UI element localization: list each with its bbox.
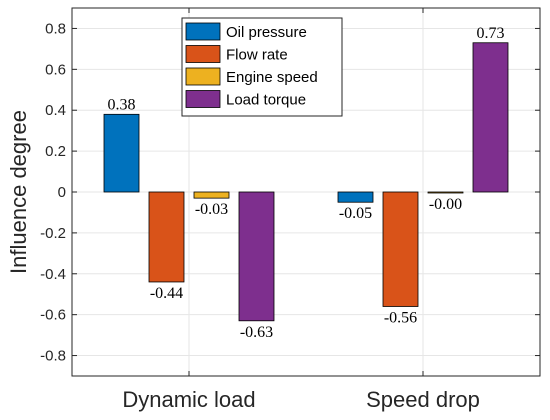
bar-oil-pressure xyxy=(103,113,140,193)
data-label: -0.44 xyxy=(150,285,183,302)
x-category-label: Speed drop xyxy=(366,387,480,412)
y-tick-label: -0.2 xyxy=(40,225,66,242)
bar-load-torque xyxy=(472,42,509,193)
y-tick-label: 0 xyxy=(58,184,66,201)
bar-engine-speed xyxy=(427,191,464,194)
legend-entry-label: Engine speed xyxy=(226,69,318,86)
y-tick-label: 0.2 xyxy=(45,143,66,160)
data-labels: 0.38 -0.44 -0.03 -0.63 -0.05 -0.56 -0.00 0.73 xyxy=(108,25,505,341)
bars xyxy=(103,42,509,322)
bar-oil-pressure xyxy=(337,191,374,203)
x-category-label: Dynamic load xyxy=(122,387,255,412)
legend-swatch xyxy=(185,90,221,108)
data-label: -0.05 xyxy=(339,205,372,222)
y-tick-label: -0.4 xyxy=(40,266,66,283)
bar-flow-rate xyxy=(382,191,419,307)
legend-swatch xyxy=(185,45,221,63)
bar-load-torque xyxy=(238,191,275,322)
data-label: -0.03 xyxy=(195,201,228,218)
bar-flow-rate xyxy=(148,191,185,283)
legend-entry-label: Load torque xyxy=(226,92,306,109)
bar-engine-speed xyxy=(193,191,230,199)
legend-swatch xyxy=(185,67,221,86)
data-label: -0.63 xyxy=(240,324,273,341)
data-label: 0.73 xyxy=(477,25,505,42)
legend: Oil pressure Flow rate Engine speed Load to… xyxy=(181,17,343,117)
y-tick-label: -0.6 xyxy=(40,307,66,324)
legend-entry-label: Oil pressure xyxy=(226,24,307,41)
y-axis-label: Influence degree xyxy=(6,110,31,274)
x-axis-ticks: Dynamic load Speed drop xyxy=(122,8,480,412)
data-label: -0.56 xyxy=(384,309,417,326)
legend-entry-label: Flow rate xyxy=(226,47,288,64)
data-label: -0.00 xyxy=(429,196,462,213)
legend-swatch xyxy=(185,22,221,41)
y-tick-label: 0.4 xyxy=(45,102,66,119)
y-tick-label: -0.8 xyxy=(40,348,66,365)
y-axis-ticks: -0.8 -0.6 -0.4 -0.2 0 0.2 0.4 0.6 0.8 xyxy=(40,20,540,365)
y-tick-label: 0.6 xyxy=(45,61,66,78)
y-tick-label: 0.8 xyxy=(45,20,66,37)
data-label: 0.38 xyxy=(108,96,136,113)
